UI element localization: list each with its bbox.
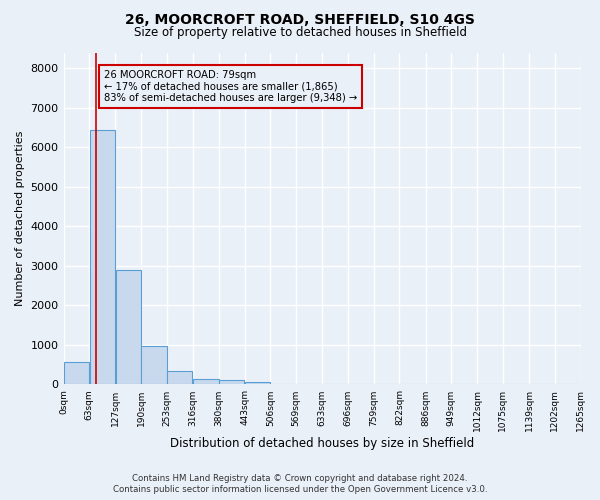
Text: Contains HM Land Registry data © Crown copyright and database right 2024.
Contai: Contains HM Land Registry data © Crown c… [113, 474, 487, 494]
Bar [64, 362, 89, 384]
Bar [167, 371, 193, 384]
Bar [142, 346, 167, 385]
Text: 26 MOORCROFT ROAD: 79sqm
← 17% of detached houses are smaller (1,865)
83% of sem: 26 MOORCROFT ROAD: 79sqm ← 17% of detach… [104, 70, 357, 104]
X-axis label: Distribution of detached houses by size in Sheffield: Distribution of detached houses by size … [170, 437, 474, 450]
Bar [116, 270, 141, 384]
Bar [193, 378, 218, 384]
Bar [89, 130, 115, 384]
Text: Size of property relative to detached houses in Sheffield: Size of property relative to detached ho… [133, 26, 467, 39]
Text: 26, MOORCROFT ROAD, SHEFFIELD, S10 4GS: 26, MOORCROFT ROAD, SHEFFIELD, S10 4GS [125, 12, 475, 26]
Y-axis label: Number of detached properties: Number of detached properties [15, 131, 25, 306]
Bar [245, 382, 270, 384]
Bar [219, 380, 244, 384]
